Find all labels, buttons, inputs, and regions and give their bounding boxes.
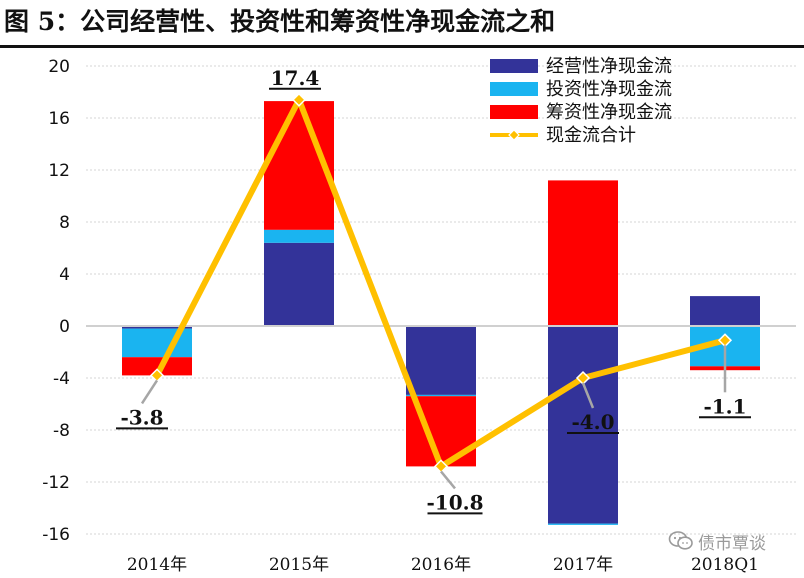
data-label: -1.1 [703, 394, 746, 418]
figure-title: 图 5：公司经营性、投资性和筹资性净现金流之和 [4, 7, 556, 36]
data-label: -10.8 [426, 490, 483, 514]
x-tick-label: 2017年 [553, 555, 613, 575]
legend-label: 现金流合计 [546, 125, 636, 146]
legend-marker [508, 129, 520, 141]
x-axis-ticks: 2014年 2015年 2016年 2017年 2018Q1 [127, 555, 759, 575]
bar-segment [122, 326, 192, 329]
y-tick-label: 4 [59, 265, 70, 285]
x-tick-label: 2015年 [269, 555, 329, 575]
label-leader-line [440, 470, 456, 490]
legend-label: 经营性净现金流 [546, 56, 672, 77]
y-tick-label: -16 [42, 525, 70, 545]
bar-segment [548, 523, 618, 525]
y-tick-label: 8 [59, 213, 70, 233]
bar-segment [690, 296, 760, 326]
bar-segment [264, 229, 334, 243]
bar-segment [406, 394, 476, 397]
label-leader-line [581, 382, 595, 409]
y-tick-label: 12 [48, 161, 70, 181]
data-labels: -3.8 17.4 -10.8 -4.0 -1.1 [116, 66, 751, 515]
chat-bubble-icon [668, 531, 693, 550]
total-line-series [149, 92, 733, 474]
legend-label: 筹资性净现金流 [546, 102, 672, 123]
bar-segment [122, 357, 192, 376]
legend-swatch [490, 82, 538, 96]
x-tick-label: 2016年 [411, 555, 471, 575]
data-label: -4.0 [571, 410, 614, 434]
y-tick-label: -4 [53, 369, 70, 389]
data-label: -3.8 [120, 405, 163, 429]
bar-segment [406, 326, 476, 395]
legend-label: 投资性净现金流 [546, 79, 672, 100]
bar-segment [548, 180, 618, 326]
y-tick-label: 16 [48, 109, 70, 129]
bar-segment [264, 242, 334, 326]
legend-swatch [490, 105, 538, 119]
watermark: 债市覃谈 [668, 528, 766, 554]
bar-series [122, 101, 760, 525]
total-line-marker [291, 92, 307, 107]
y-axis-ticks: 20 16 12 8 4 0 -4 -8 -12 -16 [42, 57, 70, 545]
x-tick-label: 2014年 [127, 555, 187, 575]
y-tick-label: 0 [59, 317, 70, 337]
label-leader-line [140, 379, 159, 405]
y-tick-label: -12 [42, 473, 70, 493]
y-tick-label: 20 [48, 57, 70, 77]
legend-swatch [490, 59, 538, 73]
watermark-text: 债市覃谈 [698, 533, 766, 554]
y-tick-label: -8 [53, 421, 70, 441]
bar-segment [548, 326, 618, 524]
x-tick-label: 2018Q1 [691, 555, 759, 575]
title-underline [0, 45, 804, 48]
data-label: 17.4 [271, 66, 320, 90]
